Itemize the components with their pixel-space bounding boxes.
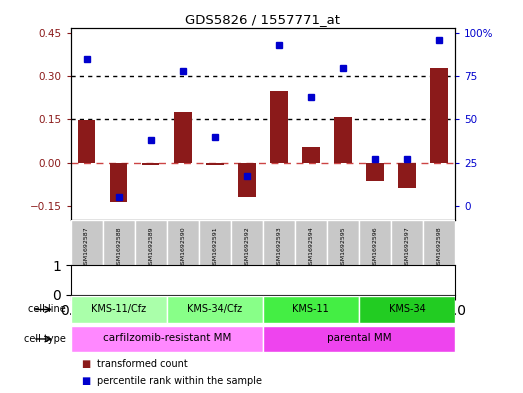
Text: KMS-11: KMS-11: [292, 304, 329, 314]
Text: GSM1692589: GSM1692589: [148, 226, 153, 268]
Bar: [263, 326, 455, 352]
Bar: [174, 112, 191, 163]
Bar: [334, 117, 351, 163]
Bar: [71, 220, 103, 295]
Text: GSM1692597: GSM1692597: [404, 226, 410, 268]
Text: KMS-34: KMS-34: [389, 304, 425, 314]
Text: KMS-34/Cfz: KMS-34/Cfz: [187, 304, 242, 314]
Bar: [263, 220, 295, 295]
Text: percentile rank within the sample: percentile rank within the sample: [97, 376, 262, 386]
Text: parental MM: parental MM: [326, 333, 391, 343]
Text: GSM1692591: GSM1692591: [212, 226, 217, 268]
Text: ■: ■: [81, 358, 90, 369]
Bar: [263, 296, 359, 323]
Bar: [366, 163, 384, 181]
Bar: [327, 220, 359, 295]
Bar: [167, 296, 263, 323]
Bar: [142, 163, 160, 165]
Bar: [135, 220, 167, 295]
Bar: [206, 163, 223, 165]
Text: transformed count: transformed count: [97, 358, 188, 369]
Text: cell type: cell type: [24, 334, 65, 344]
Text: GSM1692594: GSM1692594: [309, 226, 313, 268]
Bar: [167, 220, 199, 295]
Bar: [430, 68, 448, 163]
Bar: [359, 296, 455, 323]
Title: GDS5826 / 1557771_at: GDS5826 / 1557771_at: [185, 13, 340, 26]
Bar: [295, 220, 327, 295]
Text: ■: ■: [81, 376, 90, 386]
Bar: [78, 120, 95, 163]
Bar: [270, 91, 288, 163]
Bar: [110, 163, 128, 202]
Text: GSM1692590: GSM1692590: [180, 226, 185, 268]
Text: GSM1692588: GSM1692588: [116, 226, 121, 268]
Text: GSM1692592: GSM1692592: [244, 226, 249, 268]
Bar: [231, 220, 263, 295]
Text: carfilzomib-resistant MM: carfilzomib-resistant MM: [103, 333, 231, 343]
Text: GSM1692596: GSM1692596: [372, 226, 378, 268]
Bar: [71, 326, 263, 352]
Bar: [199, 220, 231, 295]
Text: GSM1692587: GSM1692587: [84, 226, 89, 268]
Bar: [71, 296, 167, 323]
Text: GSM1692595: GSM1692595: [340, 226, 345, 268]
Bar: [103, 220, 135, 295]
Bar: [359, 220, 391, 295]
Bar: [391, 220, 423, 295]
Bar: [238, 163, 256, 196]
Bar: [302, 147, 320, 163]
Bar: [398, 163, 416, 189]
Text: GSM1692598: GSM1692598: [437, 226, 441, 268]
Bar: [423, 220, 455, 295]
Text: KMS-11/Cfz: KMS-11/Cfz: [91, 304, 146, 314]
Text: cell line: cell line: [28, 305, 65, 314]
Text: GSM1692593: GSM1692593: [276, 226, 281, 268]
